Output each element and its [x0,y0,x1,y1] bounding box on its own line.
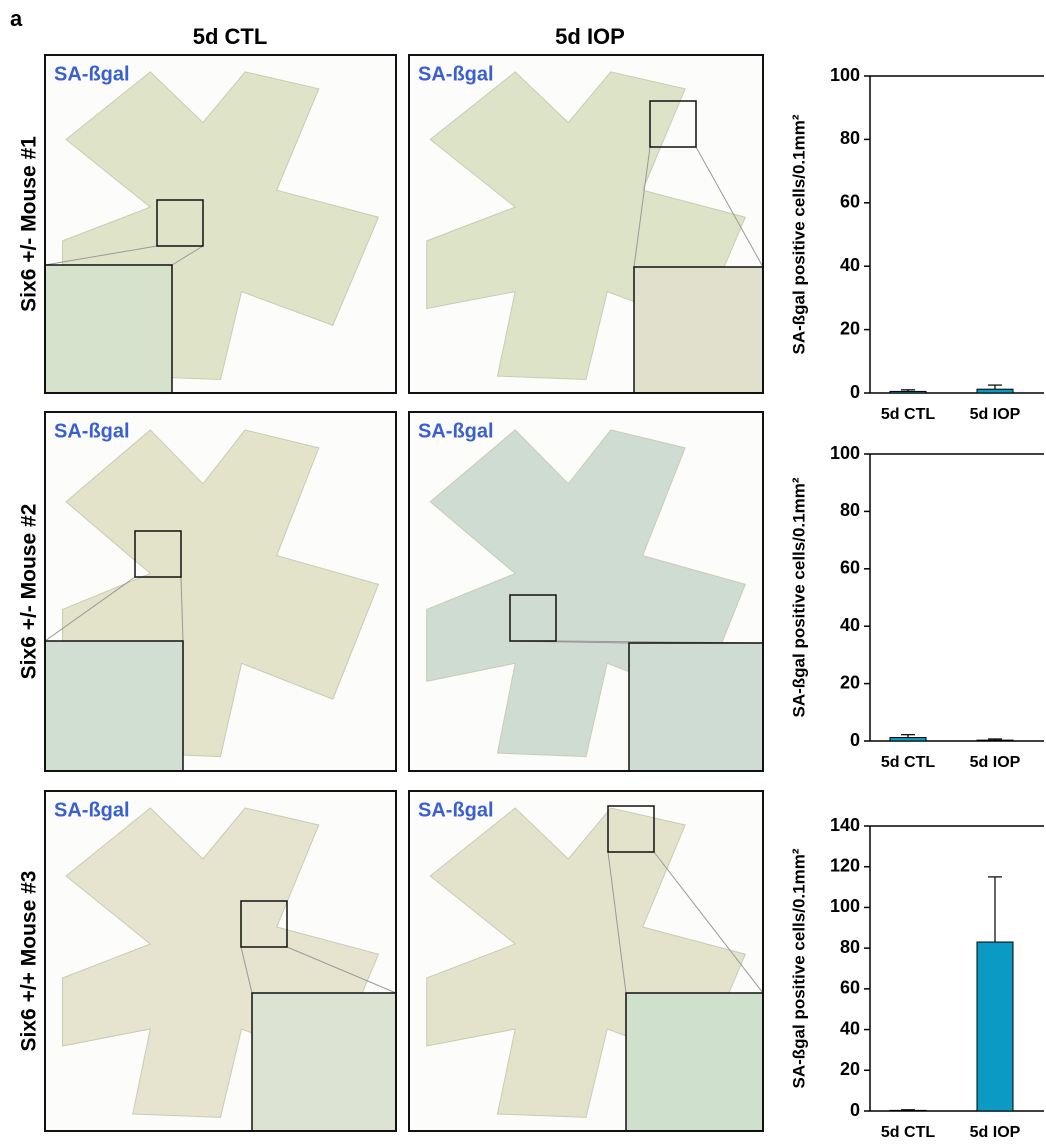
inset [45,265,172,393]
figure: a 5d CTL 5d IOP Six6 +/- Mouse #1 SA-ßgal… [0,0,1046,1147]
y-tick-label: 60 [840,978,860,998]
x-tick-label: 5d CTL [881,754,935,771]
x-tick-label: 5d IOP [970,406,1021,423]
y-axis-label: SA-ßgal positive cells/0.1mm² [789,114,808,354]
y-tick-label: 40 [840,1018,860,1038]
row-label: Six6 +/- Mouse #1 [18,136,41,312]
y-tick-label: 120 [830,855,860,875]
y-tick-label: 0 [850,1100,860,1120]
y-tick-label: 80 [840,128,860,148]
row-label: Six6 +/+ Mouse #3 [18,871,41,1052]
x-tick-label: 5d CTL [881,1124,935,1141]
y-tick-label: 60 [840,192,860,212]
y-tick-label: 80 [840,937,860,957]
y-axis-label: SA-ßgal positive cells/0.1mm² [789,848,808,1088]
y-tick-label: 40 [840,255,860,275]
x-tick-label: 5d CTL [881,406,935,423]
inset [629,643,763,771]
stain-label: SA-ßgal [54,63,130,85]
y-tick-label: 60 [840,558,860,578]
stain-label: SA-ßgal [418,63,494,85]
inset [626,993,763,1131]
y-tick-label: 0 [850,382,860,402]
column-header: 5d CTL [193,24,268,49]
column-header: 5d IOP [555,24,625,49]
bar [890,1110,926,1111]
stain-label: SA-ßgal [54,799,130,821]
stain-label: SA-ßgal [418,420,494,442]
panel-label: a [10,6,23,31]
bar [977,942,1013,1111]
inset [45,641,183,771]
y-tick-label: 40 [840,615,860,635]
bar [890,391,926,393]
y-axis-label: SA-ßgal positive cells/0.1mm² [789,477,808,717]
y-tick-label: 140 [830,815,860,835]
bar [890,738,926,741]
row-label: Six6 +/- Mouse #2 [18,504,41,680]
x-tick-label: 5d IOP [970,1124,1021,1141]
y-tick-label: 20 [840,318,860,338]
y-tick-label: 100 [830,896,860,916]
bar [977,389,1013,393]
bar [977,740,1013,741]
y-tick-label: 80 [840,500,860,520]
stain-label: SA-ßgal [418,799,494,821]
stain-label: SA-ßgal [54,420,130,442]
y-tick-label: 100 [830,443,860,463]
inset [252,993,396,1131]
y-tick-label: 100 [830,65,860,85]
y-tick-label: 20 [840,1059,860,1079]
x-tick-label: 5d IOP [970,754,1021,771]
y-tick-label: 0 [850,730,860,750]
inset [634,267,763,393]
y-tick-label: 20 [840,672,860,692]
